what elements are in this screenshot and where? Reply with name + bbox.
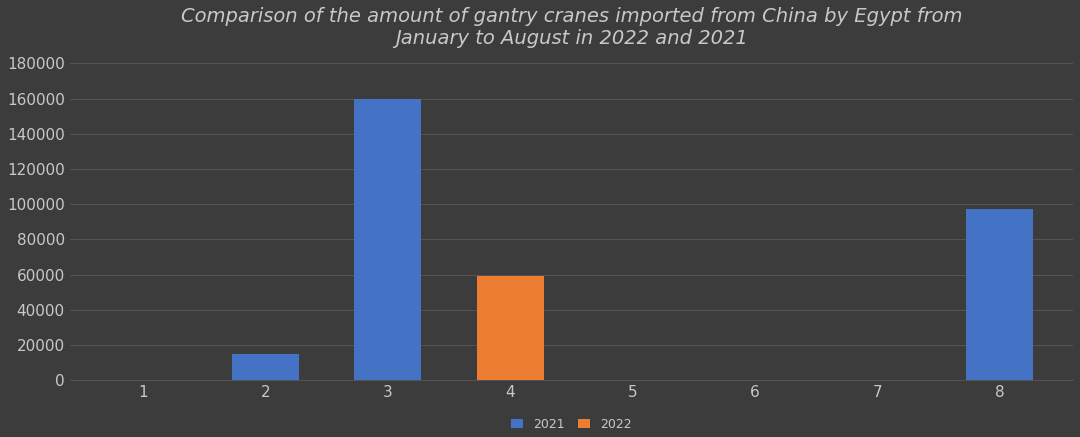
Legend: 2021, 2022: 2021, 2022 — [511, 418, 632, 431]
Bar — [476, 276, 544, 380]
Bar — [232, 354, 299, 380]
Bar — [966, 209, 1034, 380]
Bar — [354, 99, 421, 380]
Title: Comparison of the amount of gantry cranes imported from China by Egypt from
Janu: Comparison of the amount of gantry crane… — [180, 7, 962, 48]
